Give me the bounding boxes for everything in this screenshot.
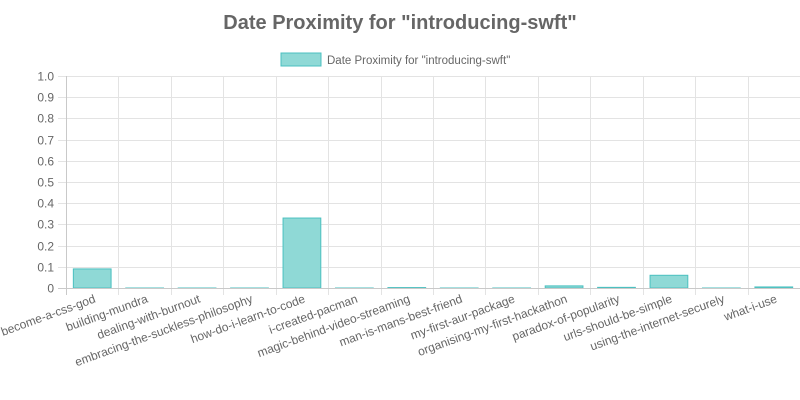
bar-urls-should-be-simple[interactable]: [649, 274, 689, 289]
chart-title: Date Proximity for "introducing-swft": [223, 12, 576, 34]
bar-organising-my-first-hackathon[interactable]: [544, 285, 584, 289]
y-tick-label: 0.1: [37, 261, 54, 275]
y-tick-label: 0.3: [37, 218, 54, 232]
y-tick-label: 0.5: [37, 176, 54, 190]
y-tick-label: 0.7: [37, 134, 54, 148]
legend[interactable]: Date Proximity for "introducing-swft": [280, 52, 510, 67]
legend-swatch[interactable]: [280, 52, 322, 67]
y-tick-label: 0.2: [37, 240, 54, 254]
x-axis-ticks: become-a-css-godbuilding-mundradealing-w…: [0, 291, 779, 369]
y-tick-label: 1.0: [37, 70, 54, 84]
bar-become-a-css-god[interactable]: [72, 268, 112, 289]
y-tick-label: 0: [47, 282, 54, 296]
bar-how-do-i-learn-to-code[interactable]: [282, 217, 322, 289]
y-axis-ticks: 0 0.1 0.2 0.3 0.4 0.5 0.6 0.7 0.8 0.9 1.0: [37, 70, 54, 296]
y-tick-label: 0.6: [37, 155, 54, 169]
bar-what-i-use[interactable]: [754, 286, 794, 289]
y-tick-label: 0.4: [37, 197, 54, 211]
y-tick-label: 0.9: [37, 91, 54, 105]
x-tick-label: what-i-use: [721, 292, 779, 325]
axes: [58, 76, 800, 295]
bar-paradox-of-popularity[interactable]: [597, 286, 636, 289]
y-tick-label: 0.8: [37, 112, 54, 126]
legend-label[interactable]: Date Proximity for "introducing-swft": [327, 55, 510, 67]
grid-lines: [58, 76, 800, 295]
